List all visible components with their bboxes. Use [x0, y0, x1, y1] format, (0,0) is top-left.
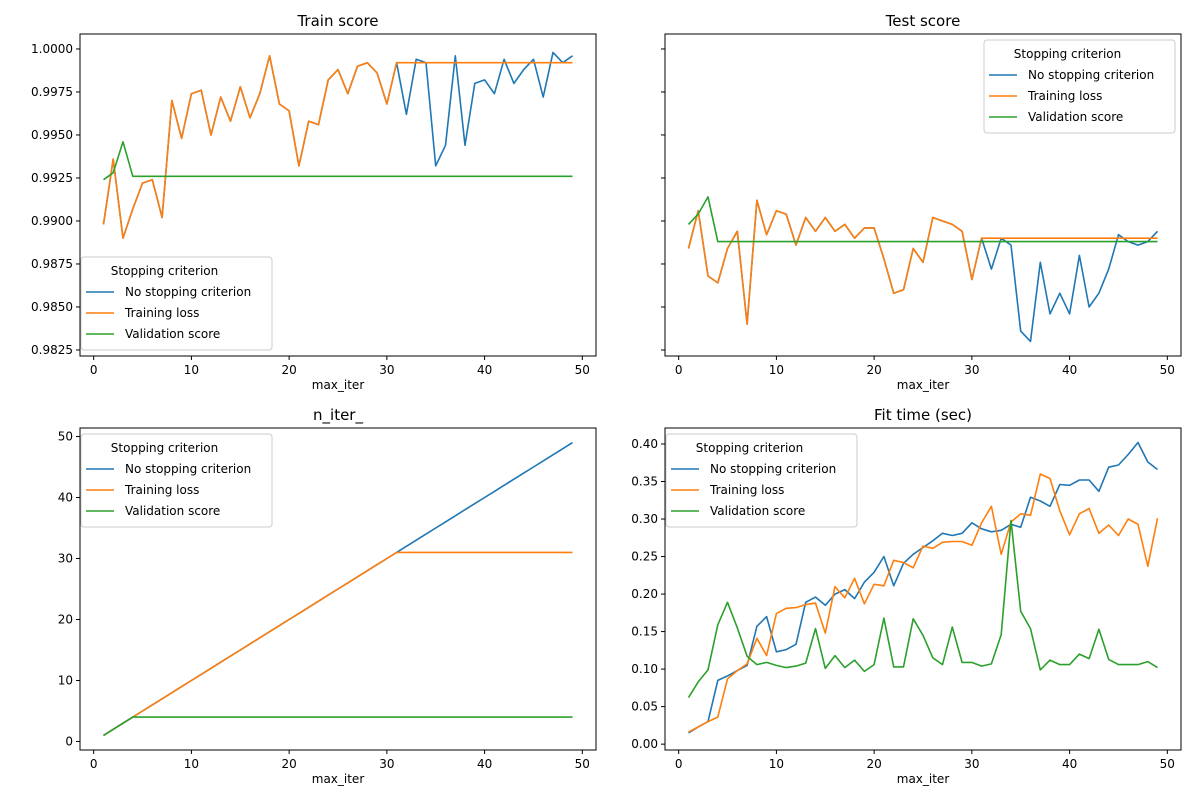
legend-label: Validation score — [125, 327, 220, 341]
y-tick-label: 20 — [58, 612, 73, 626]
legend: Stopping criterion No stopping criterion T… — [80, 256, 273, 351]
y-tick-label: 0.9875 — [31, 257, 73, 271]
y-tick-label: 0.9975 — [31, 85, 73, 99]
y-tick-label: 0.40 — [631, 437, 658, 451]
legend-box — [665, 433, 858, 528]
legend-label: Validation score — [125, 504, 220, 518]
legend-box — [80, 256, 273, 351]
x-tick-label: 30 — [379, 363, 394, 377]
y-tick-label: 0.9950 — [31, 128, 73, 142]
x-tick-label: 30 — [964, 363, 979, 377]
legend-label: Training loss — [709, 483, 784, 497]
legend-label: No stopping criterion — [125, 285, 251, 299]
series-line-validation-score — [103, 716, 573, 737]
x-tick-label: 0 — [675, 363, 683, 377]
axes-frame — [79, 33, 597, 357]
legend-title: Stopping criterion — [1014, 47, 1121, 61]
x-tick-label: 30 — [964, 757, 979, 771]
legend: Stopping criterion No stopping criterion T… — [665, 433, 858, 528]
x-tick-label: 40 — [1062, 363, 1077, 377]
legend-label: No stopping criterion — [125, 462, 251, 476]
y-tick-label: 10 — [58, 673, 73, 687]
series-line-training-loss — [102, 54, 573, 239]
x-tick-label: 10 — [184, 757, 199, 771]
x-tick-label: 10 — [769, 757, 784, 771]
x-tick-label: 40 — [1062, 757, 1077, 771]
x-tick-label: 20 — [281, 757, 296, 771]
subplot-2: Test score 0 10 20 30 40 50 max_iter Stopping cr… — [661, 12, 1182, 392]
x-tick-label: 10 — [769, 363, 784, 377]
x-tick-label: 50 — [1160, 363, 1175, 377]
y-tick-label: 0.00 — [631, 737, 658, 751]
x-tick-label: 0 — [90, 757, 98, 771]
y-tick-label: 50 — [58, 430, 73, 444]
legend-label: Training loss — [124, 306, 199, 320]
legend-box — [80, 433, 273, 528]
x-axis-label: max_iter — [312, 378, 365, 392]
series-line-training-loss — [103, 551, 573, 737]
subplot-4: Fit time (sec) 0 10 20 30 40 50 0.00 0.05 0.10 0.1… — [631, 406, 1182, 786]
subplot-title: Fit time (sec) — [874, 406, 972, 424]
legend: Stopping criterion No stopping criterion T… — [80, 433, 273, 528]
y-tick-label: 0.25 — [631, 550, 658, 564]
axes-frame — [79, 427, 597, 751]
subplot-1: Train score 0 10 20 30 40 50 0.9825 0.9850 0.9875… — [31, 12, 597, 392]
series-line-no-stopping-criterion — [687, 199, 1159, 343]
series-line-validation-score — [687, 196, 1158, 243]
axes-frame — [664, 33, 1182, 357]
y-tick-label: 0.30 — [631, 512, 658, 526]
x-tick-label: 0 — [90, 363, 98, 377]
y-tick-label: 1.0000 — [31, 42, 73, 56]
x-tick-label: 0 — [675, 757, 683, 771]
x-tick-label: 50 — [1160, 757, 1175, 771]
x-tick-label: 30 — [379, 757, 394, 771]
legend-label: Training loss — [124, 483, 199, 497]
legend-label: Validation score — [1028, 110, 1123, 124]
legend-label: No stopping criterion — [1028, 68, 1154, 82]
y-tick-label: 30 — [58, 552, 73, 566]
series-line-no-stopping-criterion — [102, 51, 573, 239]
subplot-title: Train score — [296, 12, 378, 30]
subplot-3: n_iter_ 0 10 20 30 40 50 0 10 20 30 40 50 max_iter Sto… — [58, 406, 597, 786]
y-tick-label: 0 — [65, 734, 73, 748]
x-axis-label: max_iter — [312, 772, 365, 786]
legend-title: Stopping criterion — [696, 441, 803, 455]
y-tick-label: 0.15 — [631, 625, 658, 639]
x-tick-label: 20 — [866, 363, 881, 377]
series-line-training-loss — [688, 473, 1159, 733]
x-tick-label: 40 — [477, 757, 492, 771]
series-line-validation-score — [687, 519, 1158, 699]
x-tick-label: 50 — [575, 363, 590, 377]
y-tick-label: 0.9900 — [31, 214, 73, 228]
y-tick-label: 0.20 — [631, 587, 658, 601]
legend-label: Validation score — [710, 504, 805, 518]
legend-label: Training loss — [1027, 89, 1102, 103]
subplot-title: n_iter_ — [313, 406, 363, 425]
axes-frame — [664, 427, 1182, 751]
y-tick-label: 0.35 — [631, 475, 658, 489]
legend: Stopping criterion No stopping criterion T… — [983, 39, 1176, 134]
x-axis-label: max_iter — [897, 772, 950, 786]
legend-label: No stopping criterion — [710, 462, 836, 476]
legend-title: Stopping criterion — [111, 264, 218, 278]
legend-box — [983, 39, 1176, 134]
y-tick-label: 0.9925 — [31, 171, 73, 185]
x-tick-label: 50 — [575, 757, 590, 771]
subplot-title: Test score — [885, 12, 961, 30]
series-line-training-loss — [687, 199, 1158, 326]
x-tick-label: 10 — [184, 363, 199, 377]
y-tick-label: 0.9825 — [31, 343, 73, 357]
series-line-validation-score — [103, 141, 573, 181]
y-tick-label: 0.10 — [631, 662, 658, 676]
x-axis-label: max_iter — [897, 378, 950, 392]
y-tick-label: 0.05 — [631, 700, 658, 714]
x-tick-label: 20 — [866, 757, 881, 771]
x-tick-label: 20 — [281, 363, 296, 377]
x-tick-label: 40 — [477, 363, 492, 377]
y-tick-label: 40 — [58, 491, 73, 505]
legend-title: Stopping criterion — [111, 441, 218, 455]
y-tick-label: 0.9850 — [31, 300, 73, 314]
